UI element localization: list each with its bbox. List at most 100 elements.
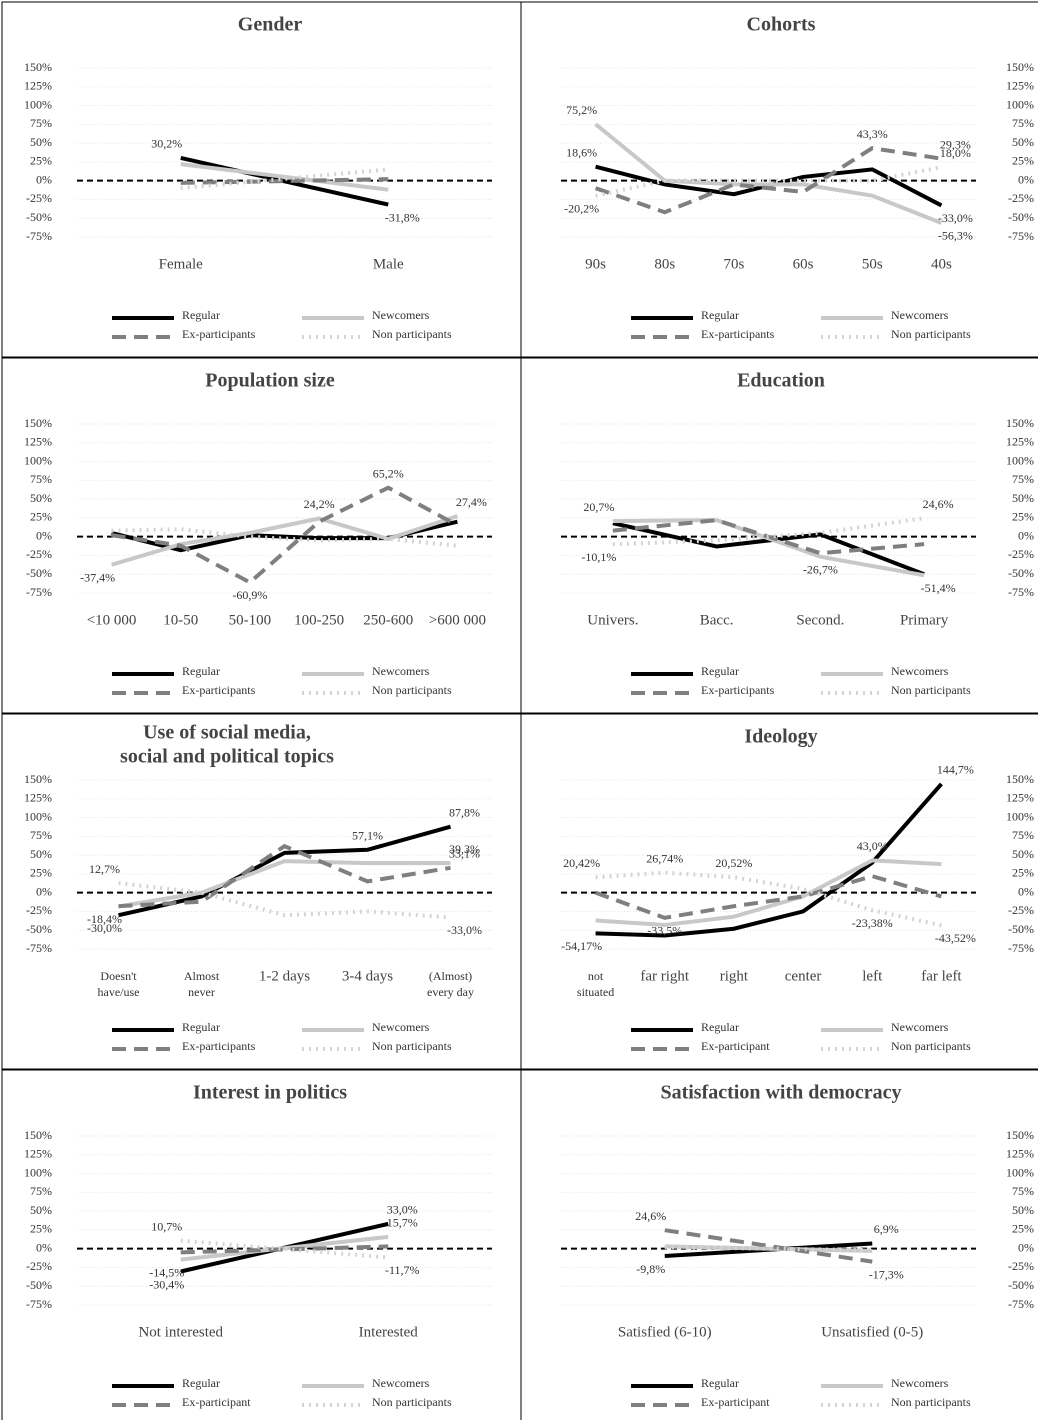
legend-label: Ex-participants bbox=[182, 327, 256, 341]
x-tick-label: 70s bbox=[723, 256, 744, 272]
y-tick-label: -75% bbox=[26, 585, 52, 599]
y-tick-label: -75% bbox=[26, 941, 52, 955]
legend-label: Non participants bbox=[372, 1395, 452, 1409]
data-label: 87,8% bbox=[449, 805, 480, 819]
y-tick-label: 50% bbox=[30, 491, 52, 505]
x-tick-label: never bbox=[188, 985, 215, 999]
y-tick-label: 75% bbox=[1012, 828, 1034, 842]
y-tick-label: 25% bbox=[1012, 510, 1034, 524]
y-tick-label: 25% bbox=[30, 866, 52, 880]
legend-label: Regular bbox=[182, 308, 220, 322]
legend-label: Regular bbox=[701, 308, 739, 322]
y-tick-label: 150% bbox=[1006, 416, 1034, 430]
y-tick-label: -25% bbox=[26, 1259, 52, 1273]
x-tick-label: Bacc. bbox=[700, 612, 734, 628]
y-tick-label: 50% bbox=[1012, 491, 1034, 505]
data-label: -60,9% bbox=[232, 588, 267, 602]
x-tick-label: right bbox=[720, 968, 749, 984]
y-tick-label: 50% bbox=[1012, 135, 1034, 149]
data-label: -10,1% bbox=[581, 550, 616, 564]
series-line bbox=[664, 1228, 873, 1264]
x-tick-label: Satisfied (6-10) bbox=[618, 1324, 712, 1340]
legend-label: Newcomers bbox=[372, 308, 430, 322]
x-tick-label: every day bbox=[427, 985, 474, 999]
data-label: 33,0% bbox=[387, 1203, 418, 1217]
legend-label: Non participants bbox=[891, 327, 971, 341]
x-tick-label: 60s bbox=[793, 256, 814, 272]
data-label: 20,52% bbox=[715, 856, 752, 870]
x-tick-label: left bbox=[862, 968, 883, 984]
y-tick-label: 25% bbox=[30, 510, 52, 524]
legend-label: Regular bbox=[182, 664, 220, 678]
y-tick-label: 0% bbox=[1018, 528, 1034, 542]
chart-title: Ideology bbox=[744, 726, 817, 748]
data-label: -33,0% bbox=[447, 923, 482, 937]
data-label: 65,2% bbox=[373, 466, 404, 480]
legend-label: Newcomers bbox=[891, 1020, 949, 1034]
series-line bbox=[595, 870, 942, 928]
data-label: -54,17% bbox=[561, 939, 602, 953]
x-tick-label: center bbox=[785, 968, 822, 984]
legend-label: Non participants bbox=[372, 683, 452, 697]
panel-border bbox=[520, 1, 1038, 358]
data-label: 26,74% bbox=[646, 851, 683, 865]
legend-label: Ex-participant bbox=[701, 1039, 770, 1053]
legend-label: Regular bbox=[182, 1020, 220, 1034]
y-tick-label: 75% bbox=[30, 472, 52, 486]
series-line bbox=[180, 177, 389, 185]
x-tick-label: Unsatisfied (0-5) bbox=[821, 1324, 923, 1340]
y-tick-label: -25% bbox=[26, 191, 52, 205]
legend-label: Non participants bbox=[372, 327, 452, 341]
series-line bbox=[111, 514, 459, 567]
y-tick-label: 150% bbox=[24, 416, 52, 430]
legend-label: Ex-participants bbox=[701, 683, 775, 697]
legend-label: Newcomers bbox=[372, 1020, 430, 1034]
chart-title: Education bbox=[737, 370, 825, 392]
data-label: -43,52% bbox=[935, 931, 976, 945]
y-tick-label: 125% bbox=[1006, 1147, 1034, 1161]
legend-label: Regular bbox=[701, 1376, 739, 1390]
legend-label: Non participants bbox=[372, 1039, 452, 1053]
legend-label: Ex-participants bbox=[182, 1039, 256, 1053]
data-label: -26,7% bbox=[803, 562, 838, 576]
y-tick-label: -25% bbox=[1008, 547, 1034, 561]
y-tick-label: 0% bbox=[36, 884, 52, 898]
legend-label: Non participants bbox=[891, 683, 971, 697]
x-tick-label: 100-250 bbox=[294, 612, 344, 628]
y-tick-label: -50% bbox=[1008, 566, 1034, 580]
y-tick-label: -25% bbox=[26, 903, 52, 917]
y-tick-label: -75% bbox=[26, 1297, 52, 1311]
y-tick-label: -75% bbox=[1008, 1297, 1034, 1311]
data-label: 18,0% bbox=[940, 146, 971, 160]
series-line bbox=[180, 1234, 389, 1262]
data-label: -18,4% bbox=[87, 912, 122, 926]
data-label: 24,2% bbox=[304, 497, 335, 511]
legend-label: Ex-participant bbox=[182, 1395, 251, 1409]
series-line bbox=[118, 859, 451, 909]
series-line bbox=[118, 843, 451, 909]
y-tick-label: -50% bbox=[1008, 1278, 1034, 1292]
data-label: -33,5% bbox=[647, 924, 682, 938]
series-line bbox=[180, 156, 389, 207]
y-tick-label: -25% bbox=[26, 547, 52, 561]
y-tick-label: 150% bbox=[24, 772, 52, 786]
x-tick-label: 90s bbox=[585, 256, 606, 272]
series-line bbox=[612, 516, 925, 547]
x-tick-label: 1-2 days bbox=[259, 968, 310, 984]
x-tick-label: 40s bbox=[931, 256, 952, 272]
series-line bbox=[111, 485, 459, 585]
y-tick-label: 25% bbox=[30, 154, 52, 168]
x-tick-label: Female bbox=[159, 256, 203, 272]
y-tick-label: 125% bbox=[24, 1147, 52, 1161]
panel-border bbox=[520, 357, 1038, 714]
y-tick-label: 25% bbox=[1012, 866, 1034, 880]
x-tick-label: >600 000 bbox=[429, 612, 486, 628]
data-label: -11,7% bbox=[385, 1263, 420, 1277]
y-tick-label: -50% bbox=[26, 922, 52, 936]
data-label: 43,0% bbox=[857, 839, 888, 853]
legend-label: Regular bbox=[701, 664, 739, 678]
panel-border bbox=[1, 1, 522, 358]
chart-title: social and political topics bbox=[120, 746, 334, 768]
y-tick-label: 50% bbox=[30, 135, 52, 149]
